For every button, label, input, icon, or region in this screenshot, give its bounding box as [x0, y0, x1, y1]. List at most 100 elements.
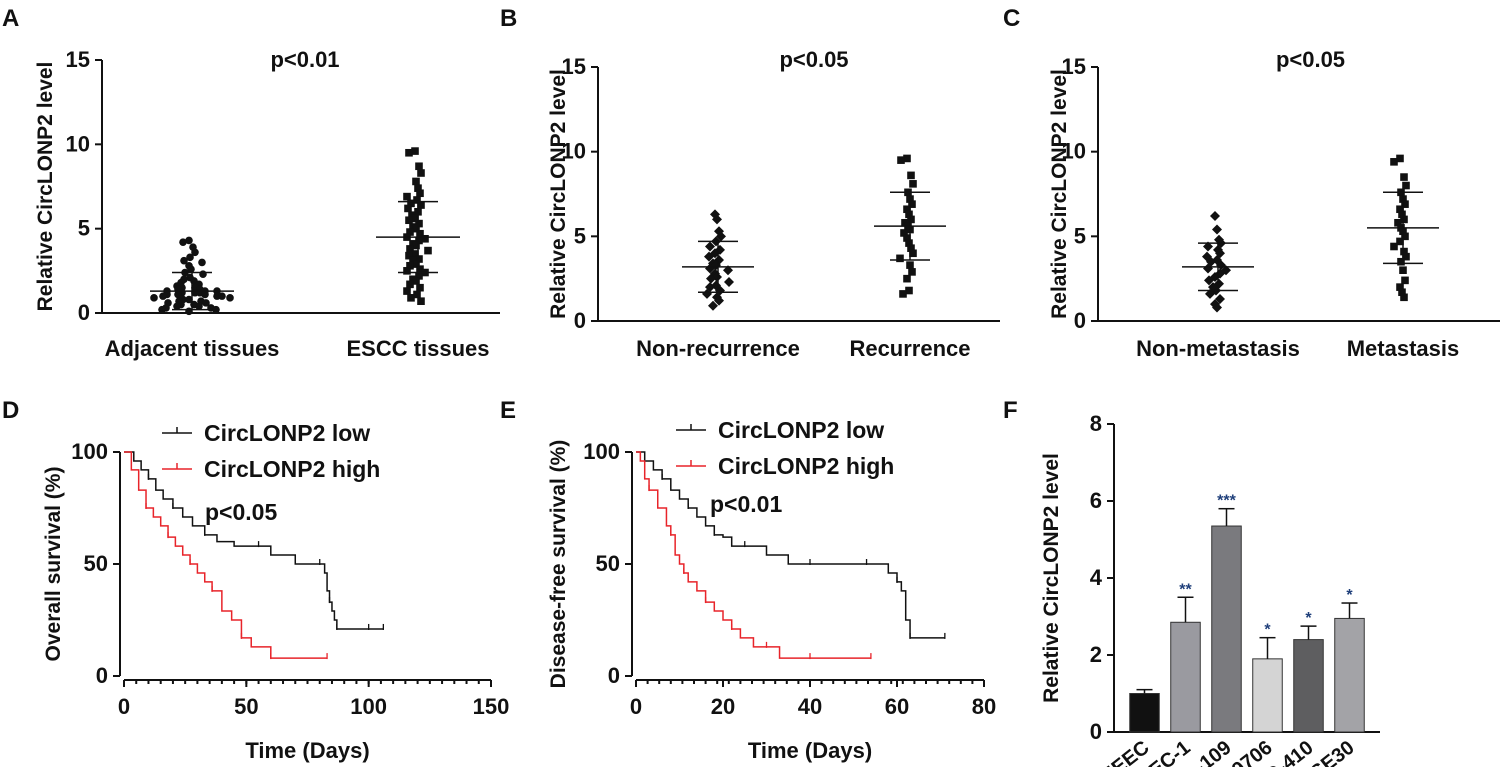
y-tick-label: 0 — [96, 663, 108, 688]
x-tick-label: 40 — [798, 694, 822, 719]
data-point — [1396, 205, 1404, 214]
data-point — [704, 251, 714, 262]
data-point — [1402, 252, 1410, 261]
data-point — [1203, 241, 1213, 252]
data-point — [403, 192, 411, 201]
y-axis-label: Relative CircLONP2 level — [1040, 453, 1063, 703]
data-point — [906, 261, 914, 269]
x-tick-label: 20 — [711, 694, 735, 719]
data-point — [185, 236, 193, 245]
data-point — [1390, 158, 1398, 166]
data-point — [1398, 210, 1406, 219]
data-point — [158, 305, 166, 314]
category-label: Recurrence — [849, 336, 970, 361]
x-tick-label: 150 — [473, 694, 510, 719]
significance-mark: ** — [1179, 581, 1192, 598]
category-label: Non-metastasis — [1136, 336, 1300, 361]
data-point — [159, 292, 167, 300]
data-point — [199, 270, 207, 279]
data-point — [706, 273, 716, 284]
data-point — [187, 265, 195, 273]
data-point — [415, 236, 423, 245]
data-point — [899, 290, 907, 298]
panel-letter: F — [1003, 397, 1018, 424]
data-point — [724, 277, 734, 288]
panel-letter: E — [500, 397, 516, 424]
data-point — [416, 283, 424, 292]
bar — [1293, 639, 1324, 733]
y-axis-label: Relative CircLONP2 level — [1048, 69, 1071, 319]
y-tick-label: 2 — [1090, 642, 1102, 667]
data-point — [903, 205, 911, 214]
data-point — [201, 290, 209, 299]
data-point — [174, 290, 182, 299]
y-tick-label: 0 — [1090, 719, 1102, 744]
data-point — [903, 274, 911, 283]
x-tick-label: 100 — [350, 694, 387, 719]
data-point — [712, 214, 722, 225]
data-point — [218, 292, 226, 300]
p-value-annotation: p<0.01 — [710, 491, 782, 517]
y-tick-label: 15 — [1062, 54, 1086, 79]
data-point — [424, 246, 432, 255]
data-point — [416, 229, 424, 238]
data-point — [412, 241, 420, 250]
data-point — [195, 302, 203, 311]
data-point — [705, 241, 715, 252]
p-value-annotation: p<0.05 — [1276, 47, 1345, 72]
data-point — [1398, 288, 1406, 297]
data-point — [1396, 154, 1404, 163]
x-tick-label: 80 — [972, 694, 996, 719]
panel-a: A 0 5 10 15 Relative CircLONP2 level p<0.01 Adj… — [2, 5, 500, 361]
panel-d: D 0 50 100 0 50 100 150 Time (Days) Overall survi… — [2, 397, 509, 763]
data-point — [900, 229, 908, 237]
data-point — [414, 184, 422, 192]
y-tick-label: 0 — [608, 663, 620, 688]
data-point — [708, 300, 718, 311]
data-point — [412, 224, 420, 233]
x-tick-label: 50 — [234, 694, 258, 719]
data-point — [1204, 275, 1214, 286]
data-point — [1396, 237, 1404, 246]
bar — [1129, 693, 1160, 733]
y-tick-label: 0 — [78, 300, 90, 325]
data-point — [413, 290, 421, 299]
data-point — [421, 234, 429, 243]
data-point — [1400, 215, 1408, 224]
y-tick-label: 0 — [1074, 308, 1086, 333]
data-point — [1215, 293, 1225, 304]
bar — [1170, 621, 1201, 733]
data-point — [413, 196, 421, 204]
data-point — [412, 277, 420, 285]
significance-mark: * — [1264, 622, 1271, 639]
data-point — [417, 169, 425, 177]
data-point — [404, 204, 412, 213]
data-point — [1400, 173, 1408, 181]
category-label: Metastasis — [1347, 336, 1460, 361]
data-point — [705, 263, 715, 274]
data-point — [198, 258, 206, 267]
y-axis-label: Overall survival (%) — [42, 467, 65, 662]
data-point — [905, 286, 913, 295]
data-point — [191, 248, 199, 257]
survival-curve — [124, 451, 328, 659]
y-tick-label: 0 — [574, 308, 586, 333]
y-tick-label: 4 — [1090, 565, 1103, 590]
p-value-annotation: p<0.01 — [270, 47, 339, 72]
data-point — [1210, 211, 1220, 222]
data-point — [405, 251, 413, 260]
data-point — [716, 231, 726, 242]
category-label: Non-recurrence — [636, 336, 800, 361]
y-axis-label: Relative CircLONP2 level — [547, 69, 570, 319]
data-point — [1396, 283, 1404, 291]
data-point — [202, 299, 210, 307]
y-tick-label: 10 — [1062, 139, 1086, 164]
bar — [1252, 658, 1283, 733]
data-point — [179, 238, 187, 246]
data-point — [907, 244, 915, 252]
y-tick-label: 100 — [71, 439, 108, 464]
data-point — [415, 219, 423, 228]
panel-letter: A — [2, 5, 19, 32]
